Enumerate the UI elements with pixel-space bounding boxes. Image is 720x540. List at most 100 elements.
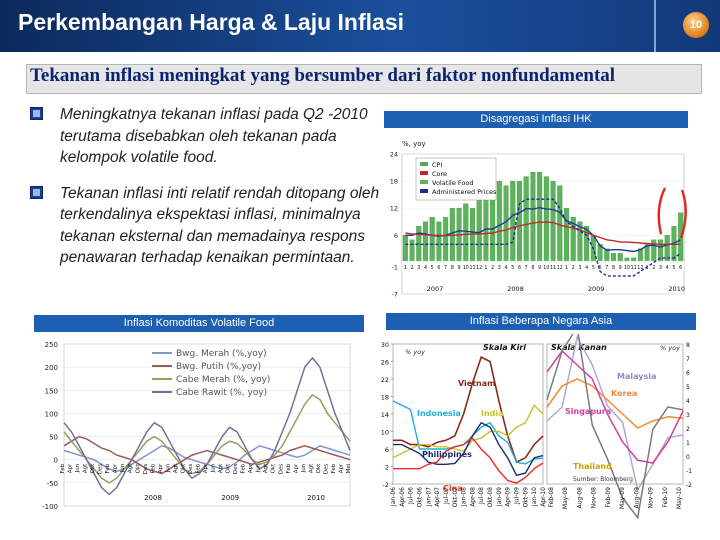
y-tick-label: 18	[381, 394, 389, 402]
x-tick-label: 6	[599, 265, 602, 271]
series-line	[393, 437, 544, 484]
x-tick-label: 10	[463, 265, 469, 271]
x-tick-label: 9	[458, 265, 461, 271]
x-tick-label: Apr	[203, 463, 209, 473]
x-tick-label: Okt-06	[416, 487, 423, 508]
x-tick-label: Feb	[241, 463, 247, 473]
x-tick-label: Des	[188, 464, 194, 475]
x-tick-label: Jul-07	[443, 487, 450, 505]
x-tick-label: 6	[437, 265, 440, 271]
series-label: Malaysia	[617, 372, 656, 381]
y-tick-label: 26	[381, 359, 389, 367]
x-tick-label: Feb	[60, 463, 66, 473]
x-tick-label: Aug-09	[633, 487, 640, 509]
x-tick-label: 8	[531, 265, 534, 271]
y-tick-label: 0	[686, 454, 690, 461]
series-label: Korea	[611, 389, 637, 398]
x-tick-label: 3	[417, 265, 420, 271]
x-tick-label: Feb	[195, 463, 201, 473]
x-tick-label: 9	[538, 265, 541, 271]
right-panel	[546, 343, 684, 485]
x-tick-label: 1	[565, 265, 568, 271]
x-tick-label: May-10	[676, 487, 683, 509]
legend-box	[415, 157, 497, 201]
bullet-item: Tekanan inflasi inti relatif rendah dito…	[30, 183, 390, 269]
y-tick-label: 2	[385, 464, 389, 472]
x-tick-label: 12	[476, 265, 482, 271]
y-tick-label: 3	[686, 412, 690, 419]
bar-volatile-food	[516, 180, 522, 263]
chart-cpi-title: Disagregasi Inflasi IHK	[384, 111, 688, 128]
bar-volatile-food	[530, 171, 536, 263]
bar-volatile-food	[550, 180, 556, 263]
x-tick-label: Okt	[135, 463, 141, 474]
year-label: 2007	[427, 285, 444, 293]
y-tick-label: 100	[45, 410, 58, 418]
highlight-bracket	[679, 189, 687, 239]
x-tick-label: Nov-09	[648, 487, 655, 509]
x-tick-label: Des	[233, 464, 239, 475]
x-tick-label: Mei	[346, 463, 352, 473]
y-tick-label: -100	[42, 503, 58, 511]
series-line	[63, 356, 351, 496]
bar-volatile-food	[476, 199, 482, 263]
bar-volatile-food	[537, 171, 543, 263]
subtitle-bar	[26, 64, 702, 94]
y-tick-label: 14	[381, 411, 389, 419]
x-tick-strip	[402, 260, 684, 271]
x-tick-label: 4	[424, 265, 427, 271]
bar-volatile-food	[503, 185, 509, 263]
x-tick-label: 8	[451, 265, 454, 271]
x-tick-label: Apr	[158, 463, 164, 473]
x-tick-label: Nov-08	[591, 487, 598, 509]
series-line	[392, 400, 544, 465]
legend-swatch	[420, 162, 428, 166]
bullet-list: Meningkatnya tekanan inflasi pada Q2 -20…	[30, 104, 390, 283]
x-tick-label: 6	[679, 265, 682, 271]
x-tick-label: Jun	[165, 463, 171, 473]
bar-volatile-food	[470, 208, 476, 263]
x-tick-label: 11	[550, 265, 556, 271]
y-tick-label: 6	[394, 232, 398, 240]
x-tick-label: Jul-08	[478, 487, 485, 505]
y-tick-label: 18	[390, 178, 398, 186]
y-tick-label: 6	[385, 446, 389, 454]
x-tick-label: Agt	[308, 463, 314, 473]
y-tick-label: 250	[45, 341, 58, 349]
y-tick-label: 50	[49, 434, 58, 442]
x-tick-label: 5	[672, 265, 675, 271]
x-tick-label: Apr-09	[505, 487, 512, 507]
x-tick-label: Des	[278, 464, 284, 475]
subchart-label: Skala Kanan	[551, 343, 607, 352]
series-line	[546, 334, 684, 520]
series-label: Philippines	[422, 450, 472, 459]
x-tick-label: Jun	[256, 463, 262, 473]
y-tick-label: -2	[686, 482, 692, 489]
bar-volatile-food	[563, 208, 569, 263]
year-label: 2008	[507, 285, 524, 293]
x-tick-label: Okt	[180, 463, 186, 474]
year-label: 2009	[588, 285, 605, 293]
x-tick-label: 2	[572, 265, 575, 271]
series-line	[405, 221, 681, 246]
bar-volatile-food	[429, 217, 435, 263]
series-line	[393, 421, 544, 477]
x-tick-label: 12	[637, 265, 643, 271]
series-line	[546, 334, 684, 492]
slide-title: Perkembangan Harga & Laju Inflasi	[18, 9, 405, 35]
x-tick-label: 7	[605, 265, 608, 271]
x-tick-label: Okt-09	[522, 487, 529, 508]
x-tick-label: Apr	[338, 463, 344, 473]
chart-volatile-food-title: Inflasi Komoditas Volatile Food	[34, 315, 364, 332]
x-tick-label: Apr	[113, 463, 119, 473]
slide-subtitle: Tekanan inflasi meningkat yang bersumber…	[30, 65, 616, 86]
legend-swatch	[420, 189, 428, 193]
x-tick-label: 10	[543, 265, 549, 271]
x-tick-label: 3	[659, 265, 662, 271]
y-tick-label: 12	[390, 205, 398, 213]
y-tick-label: -50	[47, 480, 58, 488]
x-tick-label: 4	[585, 265, 588, 271]
